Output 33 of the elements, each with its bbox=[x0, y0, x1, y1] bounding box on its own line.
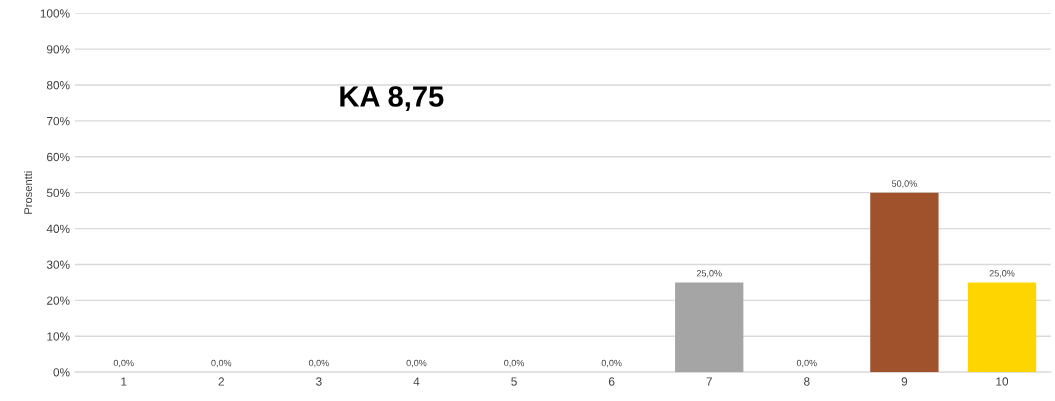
y-axis-title: Prosentti bbox=[23, 171, 33, 214]
data-label: 0,0% bbox=[211, 359, 232, 368]
y-tick-label: 50% bbox=[46, 188, 70, 198]
data-label: 25,0% bbox=[989, 270, 1015, 278]
x-tick-label: 6 bbox=[608, 377, 615, 386]
x-tick-label: 2 bbox=[218, 377, 224, 386]
y-tick-label: 40% bbox=[46, 224, 70, 233]
y-tick-label: 70% bbox=[47, 116, 70, 126]
data-label: 0,0% bbox=[406, 359, 427, 368]
data-label: 0,0% bbox=[796, 359, 817, 368]
y-tick-label: 10% bbox=[47, 332, 70, 341]
x-tick-label: 8 bbox=[804, 377, 810, 386]
data-label: 50,0% bbox=[891, 180, 917, 188]
x-tick-label: 5 bbox=[511, 377, 517, 386]
y-tick-label: 80% bbox=[46, 81, 70, 90]
x-tick-label: 9 bbox=[901, 377, 908, 386]
x-tick-label: 10 bbox=[996, 377, 1009, 386]
data-label: 0,0% bbox=[308, 359, 329, 368]
y-tick-label: 90% bbox=[46, 45, 70, 54]
data-label: 25,0% bbox=[696, 270, 722, 278]
y-tick-label: 30% bbox=[46, 260, 70, 269]
data-label: 0,0% bbox=[504, 359, 525, 368]
y-tick-label: 60% bbox=[47, 152, 70, 162]
y-tick-label: 0% bbox=[53, 368, 70, 377]
annotation: KA 8,75 bbox=[340, 86, 444, 112]
y-tick-label: 100% bbox=[40, 9, 70, 18]
data-label: 0,0% bbox=[601, 359, 622, 368]
x-tick-label: 1 bbox=[121, 377, 127, 386]
x-tick-label: 7 bbox=[706, 377, 712, 386]
x-tick-label: 4 bbox=[413, 377, 420, 386]
y-tick-label: 20% bbox=[47, 296, 70, 305]
x-tick-label: 3 bbox=[316, 377, 322, 386]
data-label: 0,0% bbox=[113, 359, 134, 368]
